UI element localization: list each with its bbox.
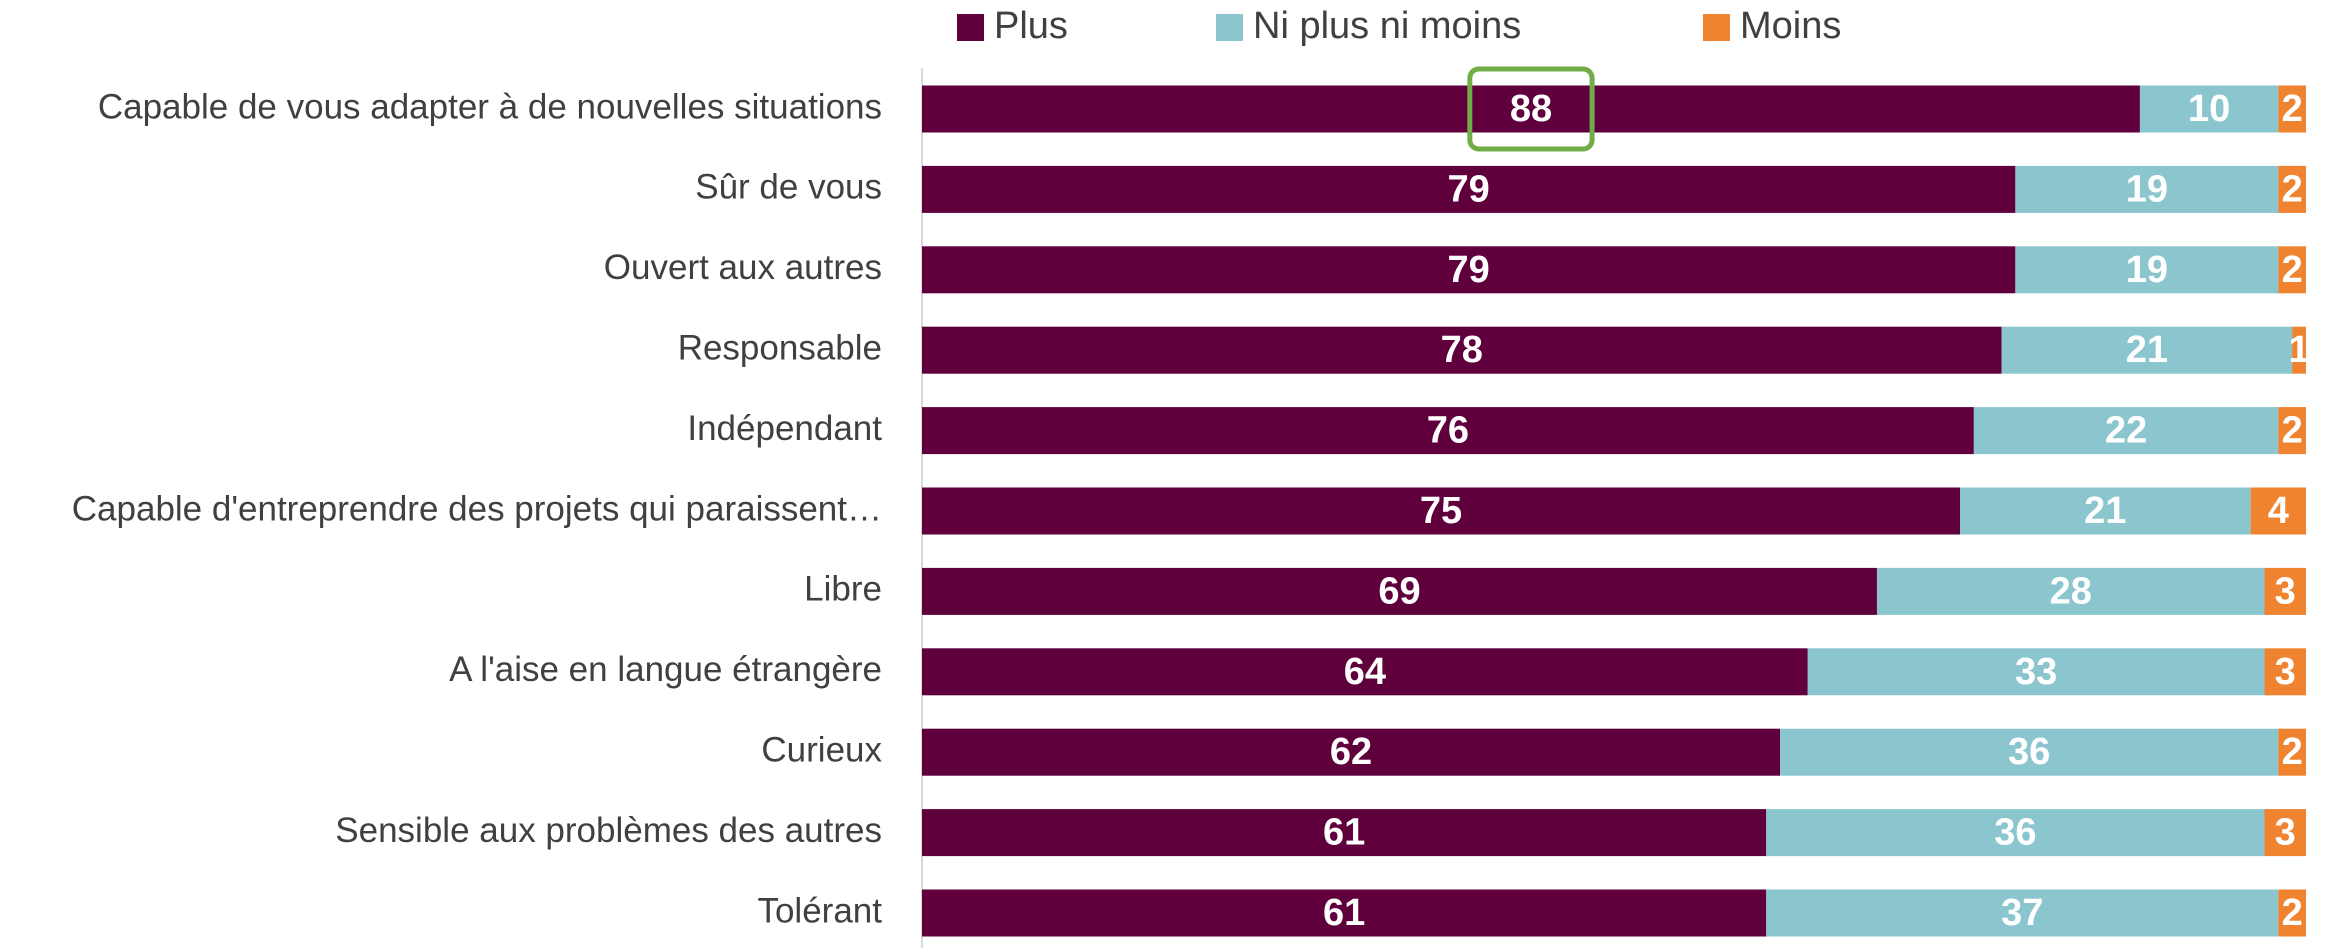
bar-segment <box>1876 567 2265 615</box>
bar-segment <box>922 567 1877 615</box>
bar-segment <box>2278 85 2306 133</box>
value-label: 69 <box>1378 570 1420 612</box>
value-label: 28 <box>2050 570 2092 612</box>
value-label: 22 <box>2105 410 2147 452</box>
bar-segment <box>922 407 1974 455</box>
bar-segment <box>922 648 1808 696</box>
bar-segment <box>1960 487 2251 535</box>
value-label: 79 <box>1448 249 1490 291</box>
bar-segment <box>922 889 1767 937</box>
value-label: 75 <box>1420 490 1462 532</box>
bar-segment <box>2001 326 2293 374</box>
value-label: 2 <box>2282 731 2303 773</box>
bar-segment <box>2278 728 2306 776</box>
value-label: 36 <box>1994 812 2036 854</box>
bar-segment <box>922 85 2140 133</box>
value-label: 21 <box>2126 329 2168 371</box>
value-label: 1 <box>2289 329 2310 371</box>
category-label: Capable de vous adapter à de nouvelles s… <box>98 87 882 126</box>
value-label: 2 <box>2282 410 2303 452</box>
category-label: Sûr de vous <box>695 168 882 207</box>
legend-label: Moins <box>1740 5 1841 47</box>
bar-segment <box>922 326 2002 374</box>
legend-swatch <box>957 14 984 41</box>
highlight-box <box>1467 66 1595 152</box>
bar-segment <box>2264 648 2306 696</box>
value-label: 2 <box>2282 88 2303 130</box>
bar-segment <box>1807 648 2265 696</box>
bar-segment <box>922 728 1781 776</box>
bar-segment <box>2015 246 2279 294</box>
value-label: 61 <box>1323 892 1365 934</box>
bar-segment <box>922 165 2016 213</box>
value-label: 33 <box>2015 651 2057 693</box>
value-label: 3 <box>2275 570 2296 612</box>
value-label: 37 <box>2001 892 2043 934</box>
bar-segment <box>2250 487 2306 535</box>
category-label: Curieux <box>761 730 882 769</box>
value-label: 2 <box>2282 168 2303 210</box>
bar-segment <box>1766 889 2279 937</box>
value-label: 76 <box>1427 410 1469 452</box>
category-label: Ouvert aux autres <box>604 248 882 287</box>
value-label: 3 <box>2275 812 2296 854</box>
value-label: 2 <box>2282 892 2303 934</box>
category-label: A l'aise en langue étrangère <box>449 650 882 689</box>
legend-swatch <box>1703 14 1730 41</box>
category-label: Tolérant <box>757 891 882 930</box>
value-label: 79 <box>1448 168 1490 210</box>
bar-segment <box>2278 165 2306 213</box>
bar-segment <box>2278 407 2306 455</box>
bar-segment <box>2292 326 2306 374</box>
category-label: Sensible aux problèmes des autres <box>335 811 882 850</box>
value-label: 3 <box>2275 651 2296 693</box>
legend-label: Plus <box>994 5 1068 47</box>
value-label: 62 <box>1330 731 1372 773</box>
bar-segment <box>2278 246 2306 294</box>
bar-segment <box>922 809 1767 857</box>
value-label: 19 <box>2126 249 2168 291</box>
value-label: 64 <box>1344 651 1386 693</box>
value-label: 36 <box>2008 731 2050 773</box>
category-label: Indépendant <box>687 409 882 448</box>
value-label: 19 <box>2126 168 2168 210</box>
value-label: 78 <box>1441 329 1483 371</box>
value-label: 88 <box>1510 88 1552 130</box>
bar-segment <box>2015 165 2279 213</box>
bar-segment <box>2278 889 2306 937</box>
category-label: Libre <box>804 570 882 609</box>
bar-segment <box>1780 728 2279 776</box>
bar-segment <box>2264 567 2306 615</box>
category-label: Responsable <box>678 328 882 367</box>
bar-segment <box>1766 809 2265 857</box>
value-label: 61 <box>1323 812 1365 854</box>
legend-label: Ni plus ni moins <box>1253 5 1521 47</box>
value-label: 2 <box>2282 249 2303 291</box>
bar-segment <box>2264 809 2306 857</box>
category-label: Capable d'entreprendre des projets qui p… <box>72 489 882 528</box>
legend-swatch <box>1216 14 1243 41</box>
bar-segment <box>1973 407 2279 455</box>
bar-segment <box>922 487 1960 535</box>
value-label: 4 <box>2268 490 2289 532</box>
bar-segment <box>922 246 2016 294</box>
value-label: 21 <box>2084 490 2126 532</box>
bar-segment <box>2139 85 2279 133</box>
value-label: 10 <box>2188 88 2230 130</box>
